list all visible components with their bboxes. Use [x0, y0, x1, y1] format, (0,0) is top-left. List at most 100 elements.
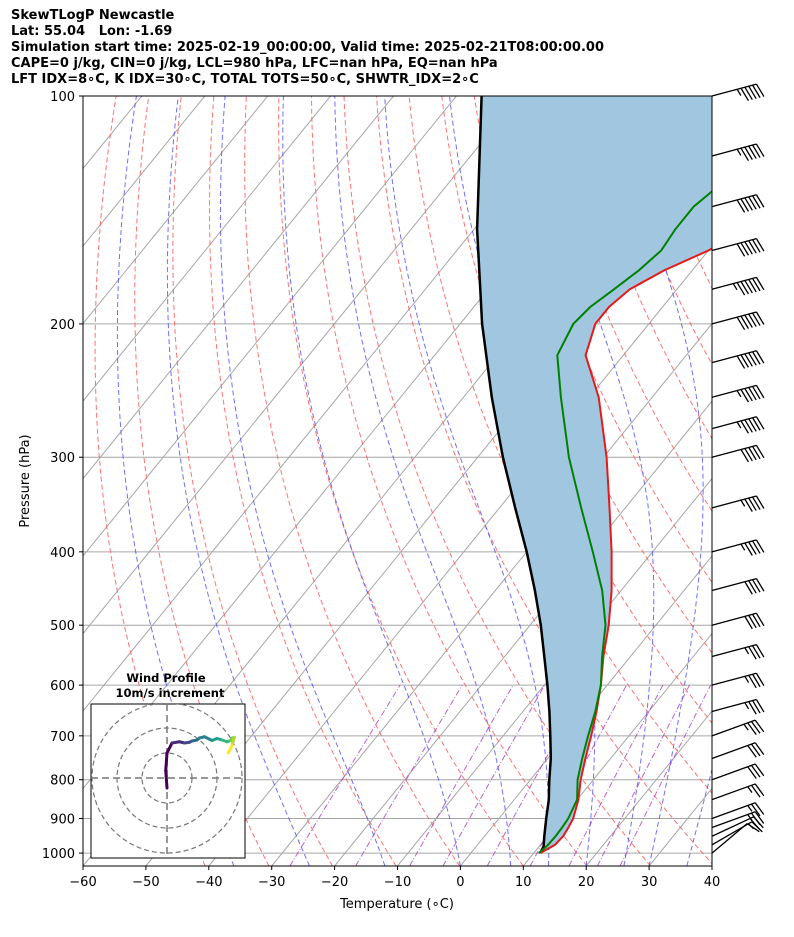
- moist-adiabat-line: [334, 96, 512, 866]
- x-tick-label: 20: [578, 875, 595, 890]
- moist-adiabat-line: [711, 864, 712, 866]
- chart-title-block: SkewTLogP Newcastle Lat: 55.04 Lon: -1.6…: [11, 8, 604, 88]
- wind-barb: [711, 143, 765, 162]
- wind-barb: [711, 416, 765, 434]
- wind-barb: [711, 719, 765, 737]
- hodograph-segment: [226, 749, 231, 755]
- y-tick-label: 1000: [42, 847, 75, 862]
- x-tick-label: −30: [258, 875, 285, 890]
- wind-barb: [711, 83, 765, 102]
- y-tick-label: 200: [50, 318, 75, 333]
- isotherm-line: [83, 96, 331, 402]
- isotherm-line: [334, 400, 712, 866]
- dewpoint-line: [538, 190, 712, 854]
- wind-barb: [711, 811, 765, 829]
- wind-barb: [711, 350, 765, 369]
- index-line: LFT IDX=8∘C, K IDX=30∘C, TOTAL TOTS=50∘C…: [11, 72, 479, 87]
- hodograph-segment: [165, 741, 174, 755]
- isotherm-line: [0, 96, 16, 866]
- mixing-ratio-line: [596, 684, 690, 866]
- moist-adiabat-line: [536, 96, 655, 866]
- x-tick-label: 30: [641, 875, 658, 890]
- wind-barb: [711, 672, 765, 689]
- chart-title: SkewTLogP Newcastle: [11, 8, 175, 23]
- wind-barb: [711, 539, 765, 556]
- wind-barb: [711, 763, 765, 781]
- wind-barb: [711, 238, 765, 257]
- hodograph-inset: Wind Profile 10m/s increment: [90, 671, 246, 859]
- mixing-ratio-line: [619, 684, 712, 866]
- dry-adiabat-line: [538, 96, 712, 512]
- inset-title: Wind Profile: [126, 671, 206, 685]
- x-axis-label: Temperature (∘C): [339, 897, 454, 912]
- mixing-ratio-line: [355, 684, 463, 866]
- wind-barb: [711, 495, 765, 512]
- chart-data-layer: [475, 96, 712, 854]
- y-tick-label: 300: [50, 451, 75, 466]
- moist-adiabat-line: [613, 96, 704, 866]
- y-tick-label: 600: [50, 679, 75, 694]
- mixing-ratio-line: [289, 684, 401, 866]
- hodograph-segment: [164, 751, 169, 772]
- chart-axes: −60 −50 −40 −30 −20 −10 0 10 20 30 40 1000 900 800 700…: [42, 90, 720, 890]
- x-tick-label: 0: [456, 875, 464, 890]
- mixing-ratio-line: [442, 684, 546, 866]
- x-tick-label: −10: [384, 875, 411, 890]
- isotherm-line: [711, 865, 712, 866]
- wind-barb: [711, 311, 765, 331]
- x-tick-label: 10: [515, 875, 532, 890]
- location-line: Lat: 55.04 Lon: -1.69: [11, 24, 173, 39]
- moist-adiabat-line: [282, 96, 461, 866]
- isotherm-line: [0, 96, 79, 866]
- x-tick-label: −50: [132, 875, 159, 890]
- mixing-ratio-line: [409, 684, 514, 866]
- wind-barb: [711, 384, 765, 403]
- inset-subtitle: 10m/s increment: [116, 686, 225, 700]
- moist-adiabat-line: [220, 96, 386, 866]
- mixing-ratio-line: [568, 684, 664, 866]
- isotherm-line: [83, 96, 269, 325]
- dry-adiabat-line: [506, 96, 712, 584]
- wind-barb: [711, 783, 765, 801]
- x-tick-label: 40: [704, 875, 721, 890]
- dry-adiabat-line: [767, 96, 794, 866]
- y-tick-label: 100: [50, 90, 75, 105]
- isotherm-line: [83, 96, 457, 557]
- wind-barb: [711, 276, 765, 296]
- dry-adiabat-line: [278, 96, 524, 866]
- hodograph-segment: [164, 769, 169, 790]
- y-tick-label: 400: [50, 546, 75, 561]
- isotherm-line: [522, 632, 712, 866]
- wind-barb: [711, 802, 765, 820]
- wind-barb: [711, 444, 765, 463]
- y-axis-label: Pressure (hPa): [18, 434, 33, 527]
- wind-barb: [711, 698, 765, 715]
- isotherm-line: [585, 710, 712, 866]
- wind-barbs: [711, 83, 765, 854]
- x-tick-label: −40: [195, 875, 222, 890]
- temperature-line: [539, 247, 712, 854]
- y-tick-label: 700: [50, 730, 75, 745]
- moist-adiabat-line: [166, 96, 310, 866]
- time-line: Simulation start time: 2025-02-19_00:00:…: [11, 40, 604, 55]
- cape-shading: [477, 96, 712, 854]
- chart-reference-lines: [0, 96, 794, 866]
- isotherm-line: [83, 96, 394, 480]
- wind-barb: [711, 578, 765, 595]
- y-tick-label: 800: [50, 774, 75, 789]
- dry-adiabat-line: [172, 96, 333, 866]
- isotherm-line: [397, 477, 712, 866]
- cape-line: CAPE=0 j/kg, CIN=0 j/kg, LCL=980 hPa, LF…: [11, 56, 498, 71]
- y-tick-label: 900: [50, 812, 75, 827]
- dry-adiabat-line: [343, 96, 651, 866]
- wind-barb: [711, 612, 765, 630]
- wind-barb: [711, 742, 765, 760]
- wind-barb: [711, 643, 765, 660]
- parcel-profile-line: [475, 96, 553, 854]
- dry-adiabat-line: [244, 96, 461, 866]
- wind-barb: [711, 194, 765, 213]
- isotherm-line: [83, 96, 520, 635]
- moist-adiabat-line: [384, 96, 550, 866]
- x-tick-label: −20: [321, 875, 348, 890]
